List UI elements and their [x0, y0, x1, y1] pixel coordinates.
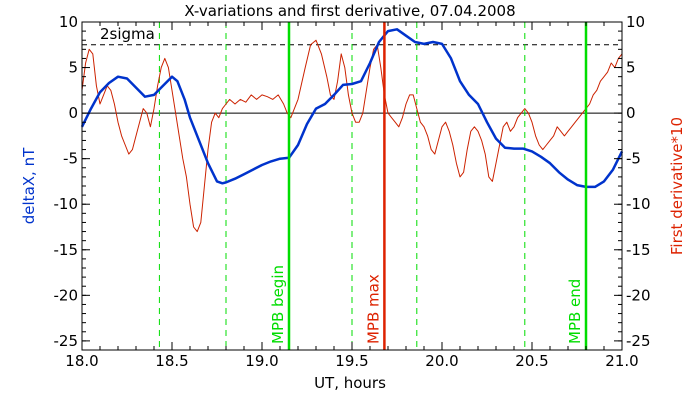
y-tick-label-right: -5 [626, 150, 641, 168]
x-tick-label: 20.0 [425, 352, 458, 370]
y-tick-label-left: -20 [54, 286, 79, 304]
marker-label-max: MPB max [364, 274, 382, 344]
x-tick-label: 18.0 [65, 352, 98, 370]
deltax-series-line [80, 28, 624, 189]
threshold-label: 2sigma [100, 25, 155, 43]
x-tick-label: 19.0 [245, 352, 278, 370]
y-tick-label-left: -15 [54, 241, 79, 259]
chart-title: X-variations and first derivative, 07.04… [184, 2, 515, 20]
y-tick-label-right: -15 [626, 241, 651, 259]
marker-label-end: MPB end [566, 279, 584, 344]
y-axis-left-label: deltaX, nT [20, 147, 38, 224]
y-tick-label-left: 0 [68, 104, 78, 122]
y-tick-label-right: 0 [626, 104, 636, 122]
y-tick-label-left: -25 [54, 332, 79, 350]
y-tick-label-right: -10 [626, 195, 651, 213]
y-tick-label-left: 10 [59, 13, 78, 31]
y-axis-right-label: First derivative*10 [668, 117, 686, 255]
axes: 18.0 18.5 19.0 19.5 20.0 20.5 21.0 10 10 5 5 0 0 -5 -5… [54, 13, 651, 370]
y-tick-label-left: 5 [68, 59, 78, 77]
x-tick-label: 19.5 [335, 352, 368, 370]
y-tick-label-left: -10 [54, 195, 79, 213]
y-tick-label-right: -20 [626, 286, 651, 304]
y-tick-label-left: -5 [63, 150, 78, 168]
marker-label-begin: MPB begin [269, 265, 287, 344]
x-axis-label: UT, hours [314, 374, 386, 392]
plot-area: MPB begin MPB max MPB end [80, 22, 624, 350]
x-tick-label: 21.0 [605, 352, 638, 370]
y-tick-label-right: 10 [626, 13, 645, 31]
y-tick-label-right: -25 [626, 332, 651, 350]
x-tick-label: 18.5 [155, 352, 188, 370]
y-tick-label-right: 5 [626, 59, 636, 77]
derivative-series-line [81, 39, 623, 233]
x-tick-label: 20.5 [515, 352, 548, 370]
